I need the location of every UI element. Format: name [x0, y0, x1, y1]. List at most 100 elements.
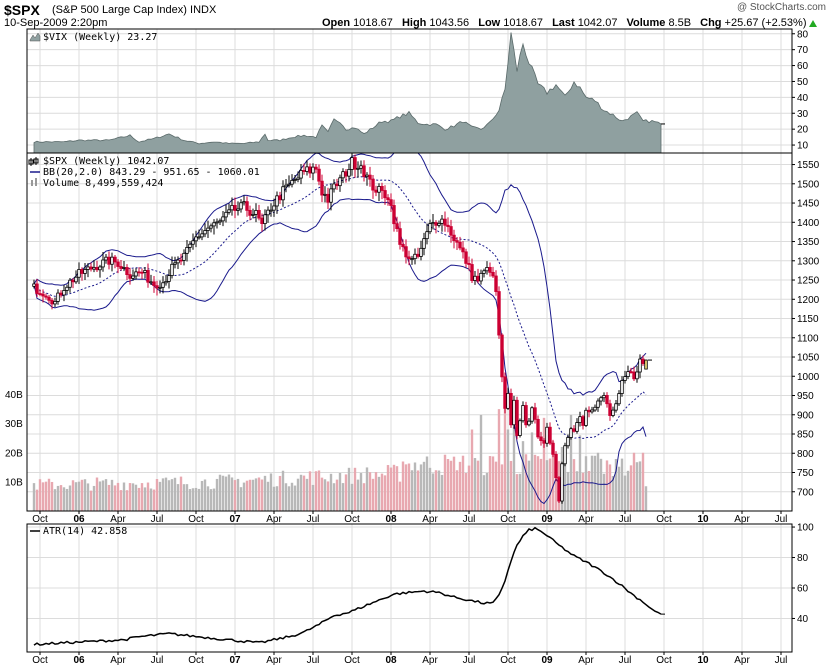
candle-body — [500, 334, 504, 378]
volume-bar — [278, 475, 282, 511]
volume-bar — [521, 441, 525, 511]
volume-bar — [530, 432, 534, 511]
volume-bar — [407, 463, 411, 511]
volume-bar — [359, 473, 363, 511]
volume-bar — [275, 486, 279, 511]
volume-bar — [458, 461, 462, 511]
candle-body — [374, 189, 378, 193]
candle-body — [407, 256, 411, 260]
volume-bar — [539, 458, 543, 511]
x-tick-label: Oct — [500, 655, 516, 666]
volume-bar — [464, 472, 468, 511]
volume-bar — [377, 476, 381, 511]
volume-bar — [209, 489, 213, 511]
volume-bar — [167, 480, 171, 511]
volume-bar — [107, 484, 111, 511]
volume-bar — [122, 482, 126, 511]
open-value: 1018.67 — [353, 17, 393, 29]
candle-body — [644, 359, 648, 370]
high-value: 1043.56 — [429, 17, 470, 29]
candle-body — [116, 261, 120, 267]
volume-bar — [248, 479, 252, 511]
volume-bar — [518, 473, 522, 511]
candle-body — [278, 195, 282, 201]
price-panel: 700 750 800 850 900 950 1000 1050 1100 1150 1200 12… — [5, 152, 820, 512]
symbol-name: (S&P 500 Large Cap Index) — [52, 4, 187, 16]
candle-body — [383, 190, 387, 199]
x-tick-label: Apr — [734, 655, 750, 666]
atr-line-series — [33, 526, 662, 646]
candle-body — [359, 165, 363, 169]
volume-bar — [212, 488, 216, 511]
candle-body — [473, 275, 477, 281]
volume-bar — [296, 478, 300, 511]
x-tick-label: Jul — [307, 514, 320, 525]
candle-body — [413, 253, 417, 260]
volume-bar — [629, 465, 633, 511]
candle-body — [488, 267, 492, 273]
volume-bar — [491, 456, 495, 511]
x-tick-label: Oct — [656, 655, 672, 666]
volume-bar — [119, 490, 123, 511]
candle-body — [410, 258, 414, 261]
volume-bar — [425, 456, 429, 511]
vix-panel: 10 20 30 40 50 60 70 80 — [26, 28, 809, 154]
x-tick-label: 09 — [541, 514, 553, 525]
volume-bar — [266, 481, 270, 511]
candle-body — [53, 300, 57, 305]
candle-body — [164, 281, 168, 284]
volume-bar — [641, 452, 645, 511]
candle-body — [110, 256, 114, 265]
candle-body — [161, 282, 165, 288]
candle-body — [233, 204, 237, 211]
volume-bar — [314, 471, 318, 511]
candle-body — [491, 271, 495, 277]
candle-body — [227, 209, 231, 213]
x-tick-label: Jul — [775, 514, 788, 525]
x-tick-label: Jul — [619, 514, 632, 525]
volume-bar — [215, 478, 219, 511]
volume-bar — [626, 470, 630, 511]
volume-bar — [500, 464, 504, 511]
volume-bar — [113, 485, 117, 511]
volume-bar — [563, 462, 567, 511]
candle-body — [35, 283, 39, 294]
volume-bar — [143, 487, 147, 511]
high-label: High — [401, 17, 427, 29]
candle-body — [467, 262, 471, 265]
volume-bar — [218, 474, 222, 511]
candle-body — [104, 256, 108, 261]
candle-body — [449, 226, 453, 236]
candle-body — [155, 285, 159, 289]
candle-body — [602, 395, 606, 399]
volume-bar — [41, 482, 45, 511]
candle-body — [461, 247, 465, 253]
volume-bar — [632, 452, 636, 511]
candle-body — [137, 271, 141, 274]
candle-body — [149, 281, 153, 284]
volume-bar — [221, 475, 225, 511]
candle-body — [236, 208, 240, 211]
candle-body — [260, 217, 264, 224]
x-tick-label: 06 — [73, 514, 85, 525]
volume-bar — [323, 479, 327, 511]
candle-body — [590, 409, 594, 413]
quote-date: 10-Sep-2009 2:20pm — [4, 17, 108, 29]
candle-body — [476, 275, 480, 282]
volume-bar — [38, 479, 42, 511]
y-tick-label: 50 — [797, 77, 809, 88]
volume-bar — [428, 467, 432, 511]
low-value: 1018.67 — [503, 17, 543, 29]
candle-body — [38, 293, 42, 295]
candle-body — [338, 177, 342, 187]
volume-bar — [50, 481, 54, 511]
volume-bar — [332, 483, 336, 511]
candle-body — [557, 477, 561, 502]
volume-bar — [290, 482, 294, 511]
candle-body — [113, 256, 117, 263]
chg-label: Chg — [700, 17, 722, 29]
y-tick-label: 70 — [797, 45, 809, 56]
volume-bar — [293, 485, 297, 511]
candle-body — [101, 259, 105, 268]
volume-bar — [269, 473, 273, 511]
